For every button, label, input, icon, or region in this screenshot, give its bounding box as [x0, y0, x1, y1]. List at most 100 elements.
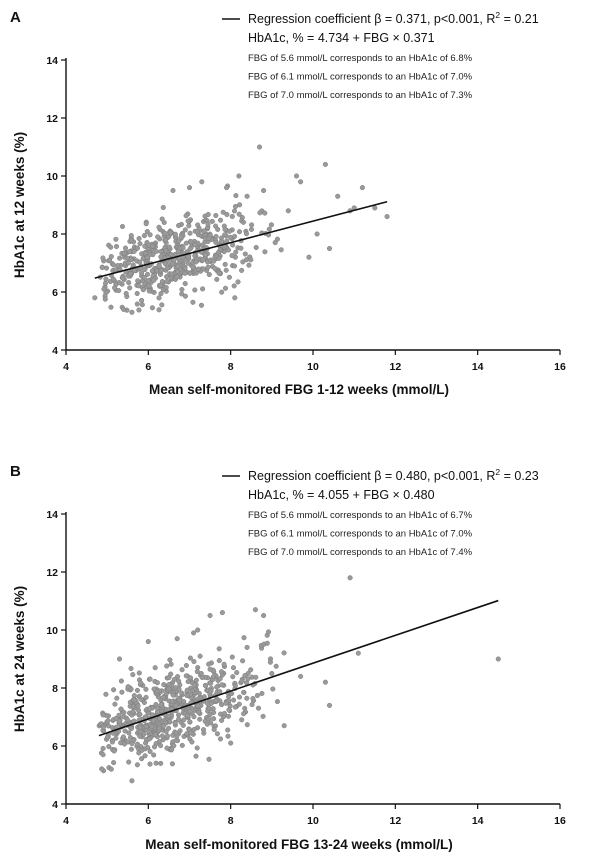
- data-point: [238, 245, 244, 251]
- data-point: [158, 248, 164, 255]
- data-point: [212, 265, 218, 271]
- data-point: [166, 681, 172, 688]
- data-point: [205, 264, 211, 270]
- data-point: [137, 733, 143, 739]
- data-point: [137, 241, 143, 247]
- data-point: [293, 173, 300, 179]
- data-point: [211, 726, 217, 733]
- data-point: [139, 302, 145, 308]
- data-point: [184, 693, 190, 699]
- data-point: [153, 248, 159, 254]
- data-point: [142, 266, 148, 273]
- data-point: [194, 229, 200, 235]
- data-point: [160, 204, 166, 211]
- data-point: [176, 678, 182, 684]
- data-point: [134, 290, 140, 297]
- data-point: [169, 261, 175, 267]
- data-point: [231, 697, 237, 703]
- data-point: [235, 279, 241, 285]
- data-point: [125, 717, 131, 723]
- data-point: [214, 276, 220, 282]
- data-point: [185, 260, 191, 266]
- y-tick-label: 8: [52, 683, 58, 695]
- data-point: [139, 270, 145, 276]
- data-point: [184, 687, 190, 693]
- data-point: [306, 254, 312, 260]
- data-point: [159, 302, 165, 308]
- y-tick-label: 8: [52, 229, 58, 241]
- data-point: [120, 275, 126, 281]
- data-point: [217, 217, 224, 223]
- data-point: [206, 756, 212, 762]
- data-point: [246, 262, 252, 268]
- data-point: [128, 237, 135, 243]
- data-point: [240, 658, 246, 664]
- legend: Regression coefficient β = 0.371, p<0.00…: [222, 10, 539, 101]
- data-point: [161, 723, 167, 729]
- regression-prefix: Regression coefficient β = 0.480, p<0.00…: [248, 469, 495, 483]
- data-point: [147, 706, 153, 712]
- data-point: [185, 218, 191, 224]
- data-point: [200, 266, 206, 272]
- data-point: [232, 233, 238, 239]
- x-tick-label: 4: [63, 815, 69, 827]
- data-point: [233, 193, 239, 199]
- data-point: [182, 227, 188, 233]
- data-point: [192, 287, 198, 293]
- data-point: [113, 243, 120, 250]
- data-point: [254, 692, 260, 699]
- data-point: [182, 270, 188, 276]
- data-point: [110, 276, 116, 282]
- data-point: [219, 238, 225, 244]
- x-tick-label: 4: [63, 361, 69, 373]
- data-point: [219, 289, 225, 295]
- data-point: [215, 226, 221, 232]
- legend-note: FBG of 6.1 mmol/L corresponds to an HbA1…: [248, 529, 473, 540]
- data-point: [234, 670, 240, 676]
- data-point: [154, 680, 160, 686]
- data-point: [179, 291, 185, 297]
- data-point: [108, 766, 114, 772]
- data-point: [262, 210, 268, 216]
- data-point: [269, 670, 275, 677]
- x-tick-label: 16: [554, 361, 566, 373]
- data-point: [205, 701, 211, 707]
- x-tick-label: 8: [228, 361, 234, 373]
- data-point: [100, 255, 106, 261]
- data-point: [169, 761, 175, 767]
- data-point: [164, 278, 170, 285]
- data-point: [232, 295, 238, 301]
- x-tick-label: 12: [389, 361, 401, 373]
- data-point: [191, 682, 198, 688]
- data-point: [143, 221, 149, 227]
- data-point: [184, 731, 190, 737]
- data-point: [187, 675, 194, 681]
- data-point: [164, 745, 170, 751]
- data-point: [187, 246, 193, 252]
- data-point: [172, 231, 178, 237]
- data-point: [127, 285, 133, 291]
- data-point: [145, 277, 151, 284]
- data-point: [227, 228, 233, 234]
- data-point: [194, 745, 200, 751]
- data-point: [113, 735, 119, 741]
- data-point: [231, 283, 237, 289]
- data-point: [207, 612, 213, 619]
- data-point: [131, 697, 137, 703]
- data-point: [201, 228, 207, 234]
- data-point: [145, 639, 151, 645]
- data-point: [163, 248, 169, 254]
- data-point: [152, 665, 158, 671]
- panel-a: A Regression coefficient β = 0.371, p<0.0…: [10, 9, 566, 397]
- data-point: [158, 282, 164, 288]
- regression-line: [94, 200, 388, 279]
- data-point: [281, 650, 287, 656]
- data-point: [384, 214, 390, 220]
- data-point: [214, 731, 220, 737]
- data-point: [124, 255, 130, 261]
- data-point: [181, 698, 187, 705]
- data-point: [147, 676, 153, 682]
- data-point: [150, 243, 156, 249]
- data-point: [264, 640, 270, 646]
